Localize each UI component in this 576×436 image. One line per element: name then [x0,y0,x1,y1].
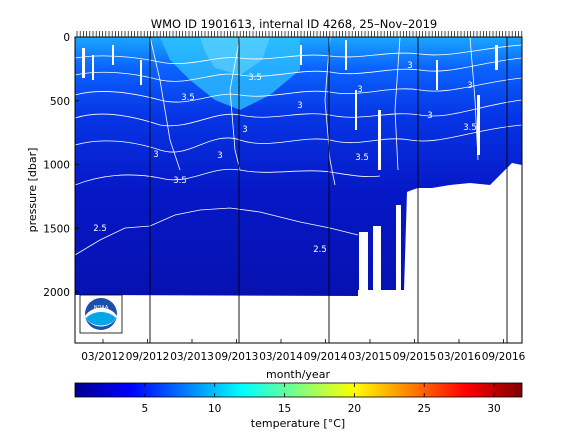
contour-line [75,77,522,103]
y-axis: 0 500 1000 1500 2000 [43,32,79,299]
x-axis-label: month/year [266,368,330,381]
contour-label: 3 [153,150,158,160]
colorbar-ticks: 5 10 15 20 25 30 [142,383,501,415]
colorbar-label: temperature [°C] [251,417,345,430]
contour-label: 3 [427,111,432,121]
warm-core-patch [200,37,270,75]
contour-label: 2.5 [313,245,327,255]
x-tick-label: 03/2013 [170,351,214,363]
colorbar-tick-label: 10 [208,403,221,415]
contour-line [229,37,241,171]
contour-line [75,124,522,153]
colorbar-tick-label: 5 [142,403,149,415]
data-gap [359,232,368,302]
contour-line [75,57,522,82]
contour-line [324,37,336,186]
svg-text:NOAA: NOAA [94,305,109,311]
contour-label: 3 [467,81,472,91]
y-axis-label: pressure [dbar] [26,148,39,233]
contour-lines [75,37,522,256]
y-tick-label: 500 [50,96,70,108]
x-tick-label: 03/2016 [437,351,481,363]
warm-surface-patch [160,37,300,110]
contour-label: 3.5 [173,176,187,186]
contour-line [75,207,359,256]
y-tick-label: 0 [63,32,70,44]
noaa-logo: NOAA [79,294,123,334]
year-markers [149,37,508,343]
x-tick-label: 09/2012 [126,351,170,363]
surface-dots [82,40,498,170]
x-tick-label: 03/2012 [81,351,125,363]
x-tick-label: 03/2015 [348,351,392,363]
contour-label: 3.5 [463,123,477,133]
y-tick-label: 1500 [43,223,70,235]
contour-line [394,37,401,171]
x-tick-label: 09/2013 [215,351,259,363]
section-data-layer: 3 3.5 3 3 2.5 3.5 3 3 3.5 2.5 3.5 3 3 3.5 3 [75,37,522,302]
data-gap [396,205,401,295]
data-gap [373,226,381,302]
contour-line [149,37,181,171]
x-axis: 03/2012 09/2012 03/2013 09/2013 03/2014 09/20… [81,339,526,363]
chart-title: WMO ID 1901613, internal ID 4268, 25–Nov… [151,17,438,31]
contour-label: 3.5 [181,93,195,103]
contour-label: 3 [242,125,247,135]
colorbar-tick-label: 30 [487,403,500,415]
profile-ticks [76,31,523,37]
contour-label: 3.5 [248,73,262,83]
contour-label: 3 [297,101,302,111]
colorbar-tick-label: 25 [418,403,431,415]
colorbar-gradient [74,382,523,398]
contour-line [75,99,522,127]
contour-line [75,44,522,64]
contour-label: 3 [357,85,362,95]
x-tick-label: 03/2014 [259,351,303,363]
colorbar-tick-label: 15 [278,403,291,415]
colorbar: 5 10 15 20 25 30 temperature [°C] [74,382,523,430]
y-tick-label: 2000 [43,287,70,299]
x-tick-label: 09/2014 [304,351,348,363]
contour-label: 2.5 [93,224,107,234]
y-tick-label: 1000 [43,160,70,172]
x-tick-label: 09/2016 [482,351,526,363]
contour-label: 3 [407,61,412,71]
contour-label: 3.5 [355,153,369,163]
colorbar-tick-label: 20 [348,403,361,415]
plot-frame [74,36,523,344]
x-tick-label: 09/2015 [393,351,437,363]
contour-labels: 3 3.5 3 3 2.5 3.5 3 3 3.5 2.5 3.5 3 3 3.5 3 [93,61,477,255]
contour-label: 3 [217,151,222,161]
